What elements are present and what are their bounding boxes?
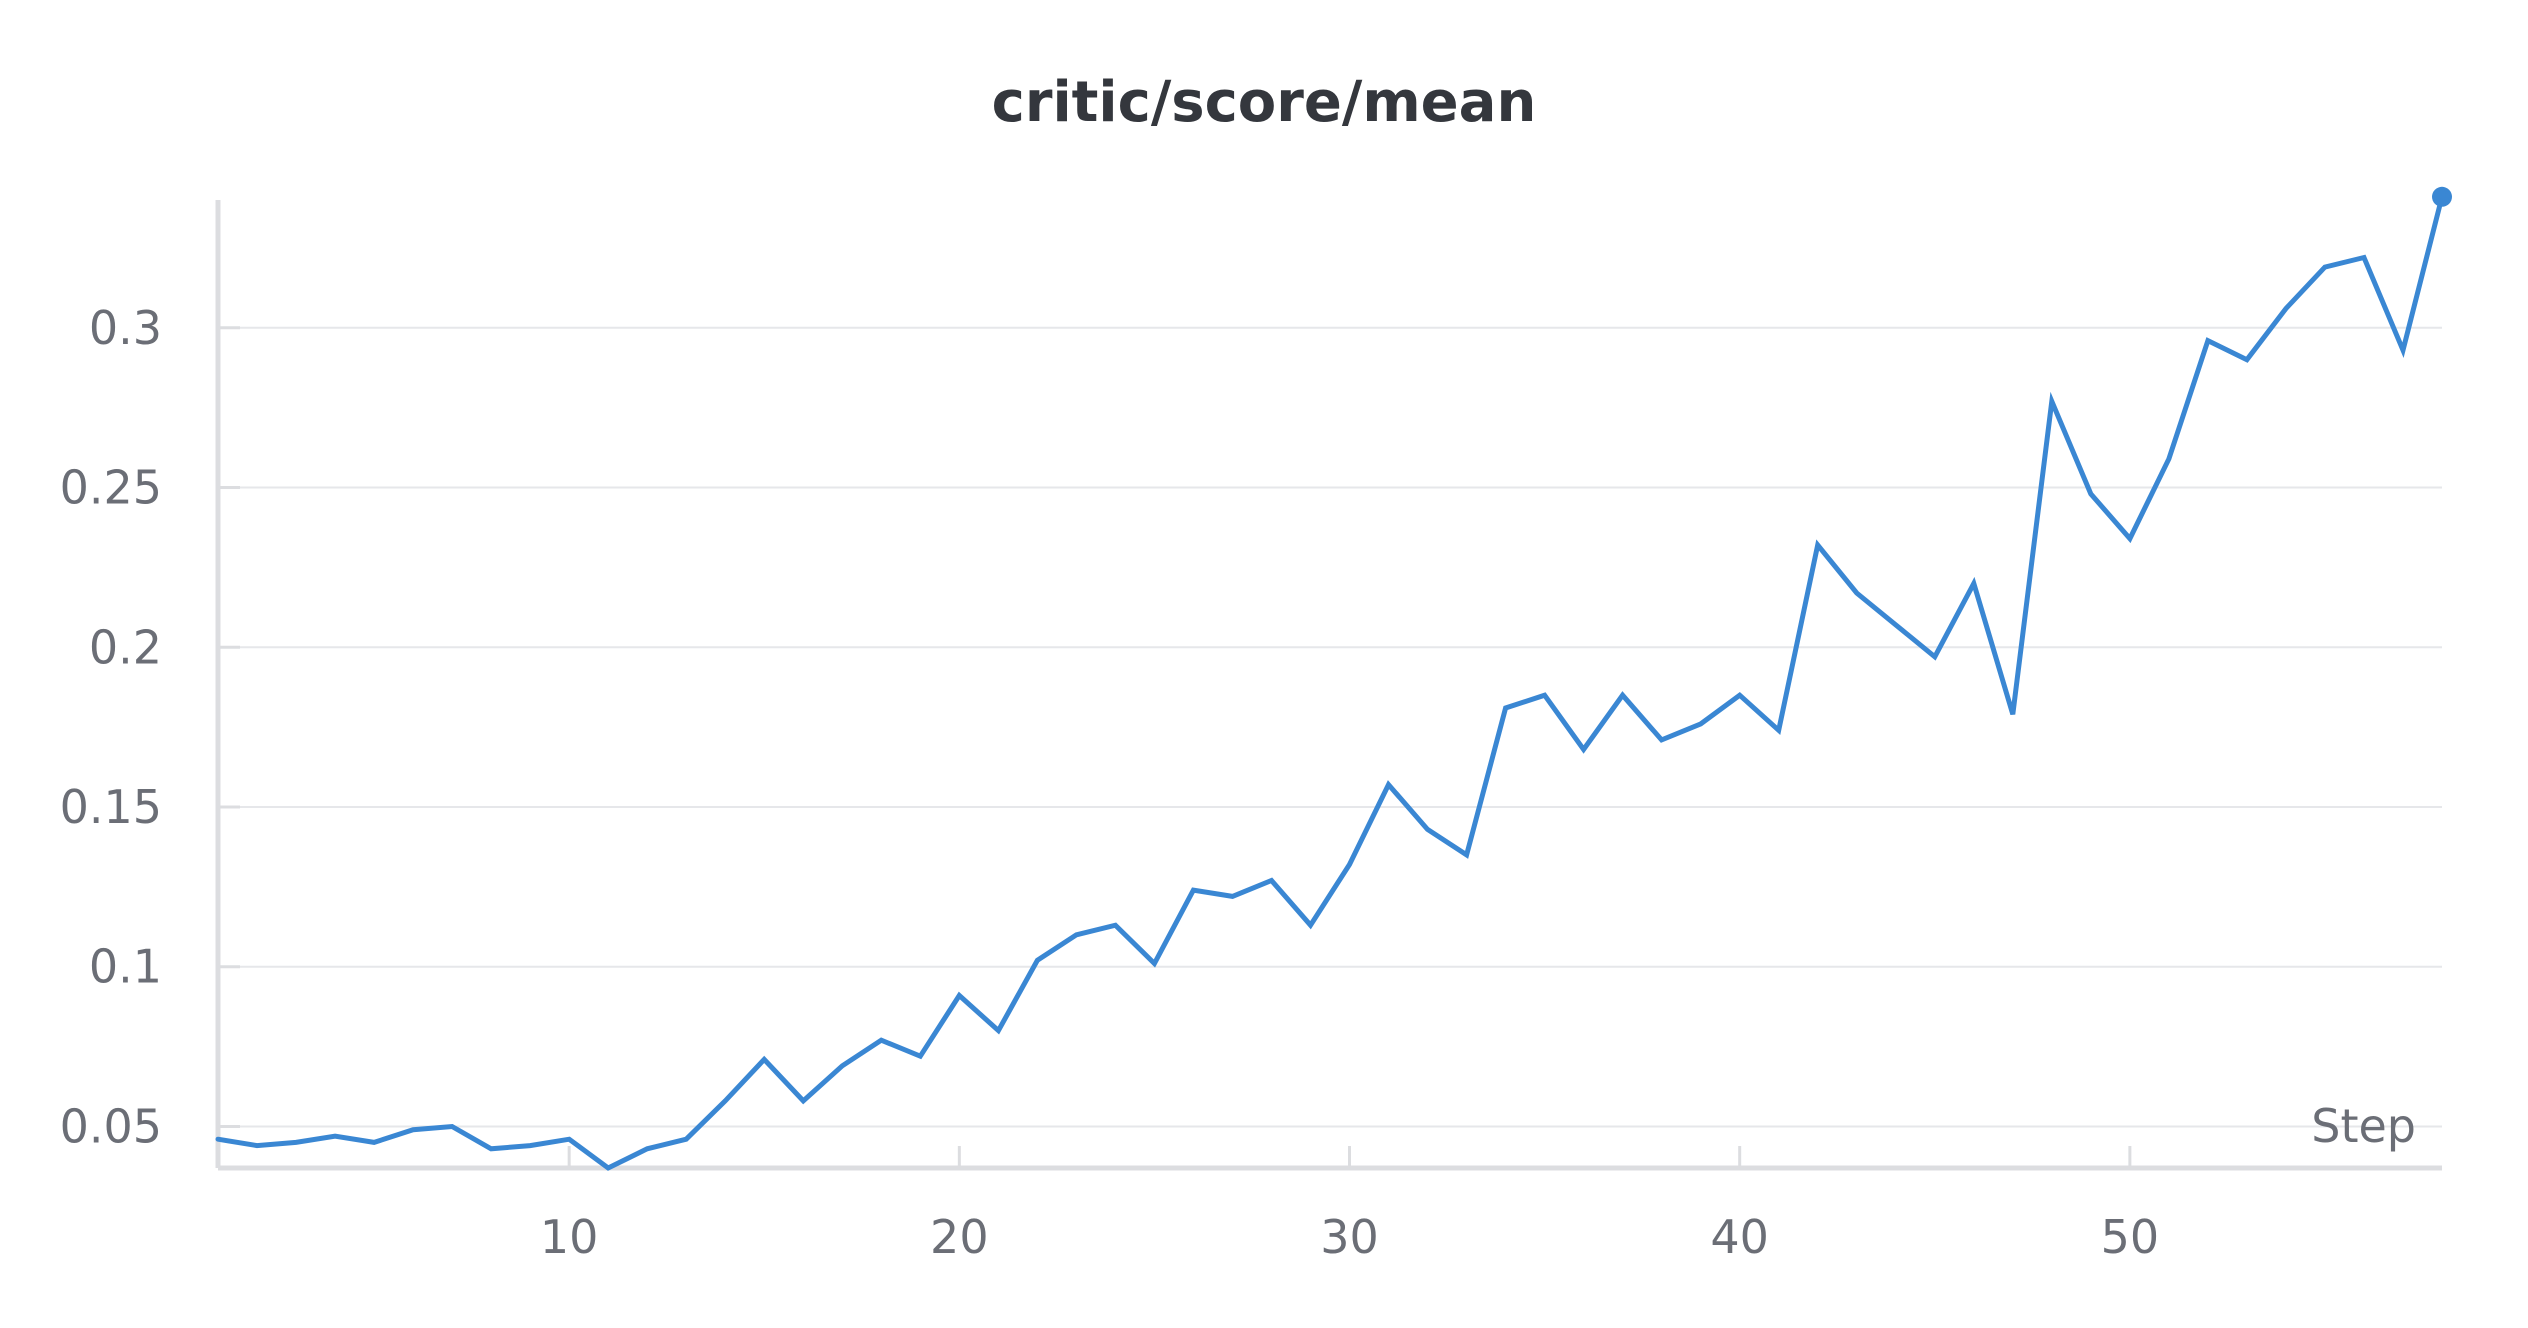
y-tick-label: 0.2 <box>89 620 162 674</box>
x-tick-label: 50 <box>2101 1210 2160 1264</box>
y-tick-label: 0.05 <box>60 1099 162 1153</box>
y-tick-label: 0.25 <box>60 461 162 515</box>
chart-title: critic/score/mean <box>991 70 1537 135</box>
x-axis-label: Step <box>2311 1099 2416 1153</box>
y-tick-label: 0.3 <box>89 301 162 355</box>
x-tick-label: 30 <box>1320 1210 1379 1264</box>
series-endpoint-marker <box>2432 186 2452 207</box>
y-tick-label: 0.15 <box>60 780 162 834</box>
x-tick-label: 20 <box>930 1210 989 1264</box>
series-line <box>215 194 2445 1171</box>
x-tick-label: 40 <box>1710 1210 1769 1264</box>
y-tick-label: 0.1 <box>89 940 162 994</box>
x-tick-label: 10 <box>540 1210 599 1264</box>
